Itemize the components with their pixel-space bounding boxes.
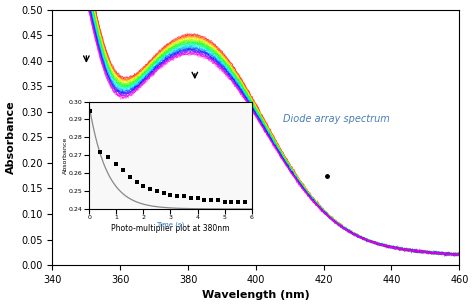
Text: Diode array spectrum: Diode array spectrum (283, 114, 390, 125)
Y-axis label: Absorbance: Absorbance (6, 101, 16, 174)
Text: Photo-multiplier plot at 380nm: Photo-multiplier plot at 380nm (111, 224, 230, 233)
X-axis label: Wavelength (nm): Wavelength (nm) (202, 290, 310, 300)
